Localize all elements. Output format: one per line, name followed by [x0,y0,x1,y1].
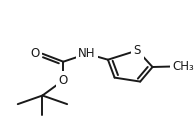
Text: S: S [134,44,141,57]
Text: O: O [30,47,39,60]
Text: CH₃: CH₃ [172,60,194,73]
Text: O: O [59,74,68,87]
Text: NH: NH [78,47,96,60]
